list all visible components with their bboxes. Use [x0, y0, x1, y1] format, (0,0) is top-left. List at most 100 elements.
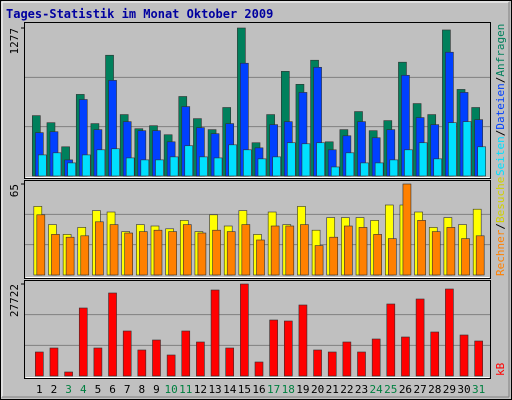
x-tick-label: 2 — [51, 383, 58, 396]
x-tick-label: 7 — [124, 383, 131, 396]
x-tick-label: 31 — [472, 383, 485, 396]
x-tick-label: 23 — [355, 383, 368, 396]
x-tick-label: 25 — [384, 383, 397, 396]
bar — [64, 371, 73, 377]
bar — [108, 292, 117, 377]
bar — [155, 159, 164, 177]
bar — [371, 338, 381, 377]
bar — [256, 239, 265, 276]
bar — [430, 331, 440, 377]
x-tick-label: 1 — [36, 383, 43, 396]
x-tick-label: 18 — [282, 383, 295, 396]
bar — [52, 152, 62, 177]
bar — [360, 162, 369, 177]
x-tick-label: 30 — [457, 383, 470, 396]
x-tick-label: 4 — [80, 383, 87, 396]
bar — [389, 159, 399, 177]
bar — [226, 231, 236, 276]
x-tick-label: 29 — [443, 383, 456, 396]
bar — [388, 238, 397, 276]
bar — [140, 159, 150, 177]
legend-item: Besuche — [494, 177, 507, 223]
legend-item: Seiten — [494, 136, 507, 176]
bar — [327, 351, 337, 377]
bar — [329, 236, 339, 276]
bar — [38, 154, 47, 177]
bar — [475, 235, 485, 276]
bar — [181, 330, 191, 377]
bar — [314, 245, 324, 276]
bar — [459, 334, 469, 377]
legend-item: Dateien — [494, 83, 507, 129]
legend-separator: / — [494, 77, 507, 84]
x-tick-label: 12 — [194, 383, 207, 396]
bar — [344, 225, 353, 276]
bar — [285, 225, 295, 276]
bar — [433, 158, 443, 177]
x-tick-label: 11 — [179, 383, 192, 396]
legend-separator: / — [494, 130, 507, 137]
bar — [286, 142, 296, 177]
bar — [228, 144, 238, 177]
bar — [357, 351, 366, 377]
x-tick-label: 26 — [399, 383, 412, 396]
legend: kB — [494, 362, 507, 376]
bar — [446, 227, 456, 276]
bar — [298, 304, 308, 377]
x-tick-label: 9 — [153, 383, 160, 396]
bar — [199, 156, 208, 177]
bar — [225, 347, 235, 377]
bar — [166, 354, 176, 377]
chart-title: Tages-Statistik im Monat Oktober 2009 — [6, 7, 273, 21]
bar — [111, 148, 120, 177]
bar — [95, 221, 104, 276]
bar — [125, 157, 135, 177]
bar — [462, 121, 472, 177]
bar — [257, 158, 267, 177]
bar — [196, 341, 205, 377]
bar — [330, 166, 340, 177]
y-tick-label: 27722 — [8, 284, 21, 317]
bar — [270, 225, 280, 276]
bar — [241, 224, 251, 276]
x-tick-label: 21 — [326, 383, 339, 396]
bar — [137, 349, 147, 377]
bar — [152, 339, 161, 377]
bar — [373, 234, 382, 276]
bar — [243, 149, 252, 177]
legend-item: Anfragen — [494, 24, 507, 77]
bar — [65, 236, 75, 276]
x-tick-label: 20 — [311, 383, 324, 396]
bar — [300, 224, 309, 276]
x-tick-label: 14 — [223, 383, 237, 396]
bar — [124, 232, 133, 276]
bar — [51, 234, 60, 276]
bar — [401, 336, 410, 377]
bar — [445, 288, 454, 377]
bar — [109, 224, 119, 276]
bar — [474, 340, 483, 377]
x-tick-label: 17 — [267, 383, 280, 396]
bar — [415, 298, 425, 377]
bar — [67, 162, 76, 177]
x-tick-label: 19 — [296, 383, 309, 396]
bar — [301, 143, 311, 177]
bar — [182, 224, 192, 276]
bar — [461, 238, 470, 276]
bar — [210, 289, 220, 377]
bar — [122, 330, 132, 377]
bar — [431, 231, 441, 276]
bar — [417, 220, 426, 276]
x-tick-label: 24 — [370, 383, 384, 396]
bar — [78, 307, 88, 377]
bar — [374, 162, 384, 177]
bar — [139, 231, 148, 276]
bar — [386, 303, 396, 377]
y-tick-label: 65 — [8, 184, 21, 197]
bar — [313, 349, 322, 377]
bar — [283, 320, 293, 377]
bar — [477, 146, 486, 177]
legend: Seiten/Dateien/Anfragen — [494, 24, 507, 176]
bar — [269, 319, 278, 377]
